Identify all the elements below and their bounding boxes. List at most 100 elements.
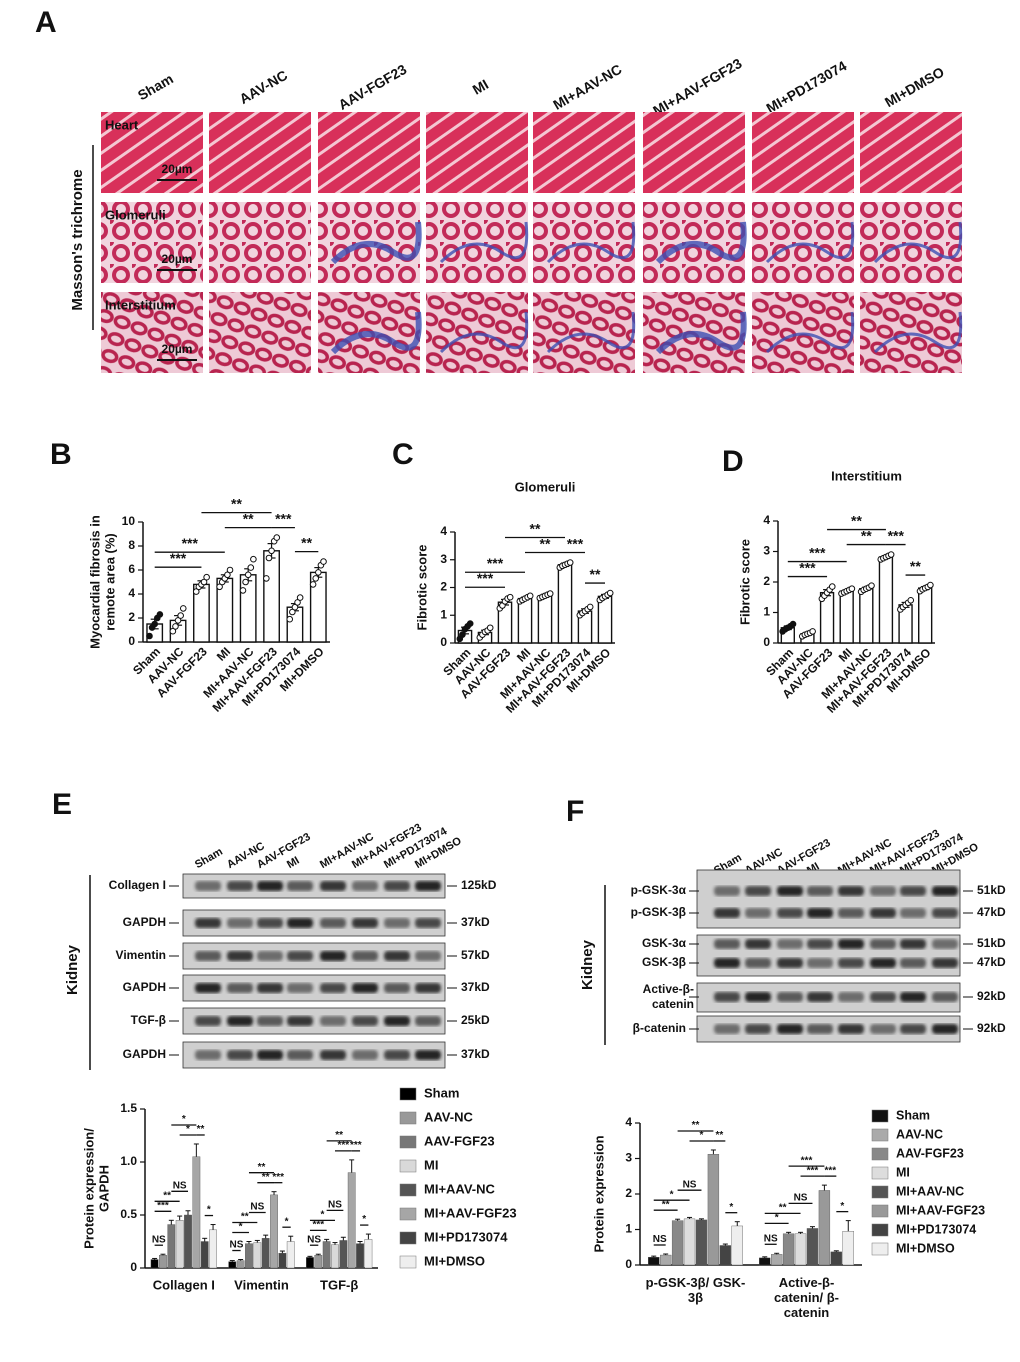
legend-label: MI+AAV-FGF23 <box>896 1203 985 1217</box>
bar <box>830 1251 842 1266</box>
data-point <box>244 571 252 579</box>
data-point <box>789 620 797 628</box>
data-point <box>907 597 915 604</box>
significance-label: ** <box>258 1162 266 1173</box>
y-tick-label: 0 <box>625 1257 632 1271</box>
blot-band <box>287 951 313 961</box>
blot-band <box>195 983 221 993</box>
tissue-label: Kidney <box>579 939 596 990</box>
blot-band <box>807 992 833 1002</box>
legend-label: AAV-NC <box>896 1127 943 1141</box>
bar <box>719 1245 731 1266</box>
blot-band <box>287 881 313 891</box>
y-tick-label: 1 <box>763 605 770 619</box>
row-label: Heart <box>105 117 139 132</box>
bar <box>209 1229 217 1269</box>
significance-label: *** <box>350 1140 362 1151</box>
significance-label: *** <box>272 1172 284 1183</box>
scale-bar-label: 20µm <box>162 162 193 176</box>
blot-band <box>838 1024 864 1034</box>
bar <box>537 595 553 644</box>
significance-label: *** <box>337 1140 349 1151</box>
data-point <box>296 594 304 601</box>
significance-label: NS <box>250 1202 264 1213</box>
blot-band <box>870 886 896 896</box>
bar <box>200 1241 209 1269</box>
data-point <box>239 587 247 594</box>
blot-band <box>320 1050 346 1060</box>
legend-swatch <box>399 1135 417 1149</box>
bar <box>239 574 257 643</box>
significance-label: * <box>285 1216 289 1227</box>
blot-band <box>838 908 864 918</box>
significance-label: ** <box>262 1172 270 1183</box>
blot-band <box>838 992 864 1002</box>
panel-label: F <box>566 795 584 828</box>
x-tick-label: Active-β-catenin/ β-catenin <box>774 1275 839 1320</box>
blot-band <box>384 1050 410 1060</box>
bar <box>842 1231 854 1266</box>
data-point <box>459 631 466 638</box>
row-label: Collagen I <box>109 878 166 892</box>
scale-bar-label: 20µm <box>162 252 193 266</box>
significance-label: NS <box>307 1234 321 1245</box>
data-point <box>312 575 320 582</box>
legend-label: MI+AAV-NC <box>896 1184 964 1198</box>
blot-band <box>870 958 896 968</box>
histology-image <box>860 112 962 193</box>
blot-band <box>745 958 771 968</box>
blot-band <box>900 992 926 1002</box>
y-tick-label: 10 <box>122 514 136 528</box>
histology-image <box>209 202 311 283</box>
bar <box>918 587 933 644</box>
legend-swatch <box>871 1109 889 1123</box>
bar <box>683 1218 696 1266</box>
fibrosis-stain <box>330 311 422 355</box>
legend-swatch <box>871 1223 889 1237</box>
significance-label: *** <box>801 1155 813 1166</box>
blot-band <box>257 1050 283 1060</box>
bar <box>159 1255 167 1269</box>
x-tick-label: TGF-β <box>320 1277 358 1292</box>
blot-band <box>714 1024 740 1034</box>
significance-label: * <box>775 1212 779 1223</box>
blot-band <box>384 1016 410 1026</box>
lane-label: Sham <box>193 846 225 871</box>
size-label: 51kD <box>977 883 1006 897</box>
bar <box>695 1219 708 1266</box>
bar <box>263 550 280 643</box>
blot-band <box>714 992 740 1002</box>
blot-band <box>415 951 441 961</box>
blot-band <box>870 1024 896 1034</box>
significance-label: NS <box>229 1240 243 1251</box>
significance-label: *** <box>487 555 504 571</box>
blot-band <box>227 1050 253 1060</box>
bar <box>261 1238 270 1269</box>
bar <box>339 1240 348 1269</box>
significance-label: *** <box>888 528 905 544</box>
significance-label: *** <box>567 536 584 552</box>
blot-band <box>384 918 410 928</box>
tissue-label: Kidney <box>64 944 81 995</box>
legend-label: MI+DMSO <box>896 1241 955 1255</box>
significance-label: * <box>321 1210 325 1221</box>
blot-band <box>900 908 926 918</box>
blot-band <box>415 1016 441 1026</box>
panel-label: B <box>50 438 72 471</box>
y-tick-label: 2 <box>440 580 447 594</box>
blot-band <box>870 992 896 1002</box>
blot-band <box>384 951 410 961</box>
significance-label: ** <box>243 511 254 527</box>
significance-label: NS <box>328 1200 342 1211</box>
bar <box>228 1261 237 1269</box>
size-label: 57kD <box>461 948 490 962</box>
blot-band <box>320 983 346 993</box>
fibrosis-stain <box>546 221 636 264</box>
y-axis-label: Myocardial fibrosis in <box>87 515 102 649</box>
blot-band <box>415 881 441 891</box>
bar <box>839 590 854 644</box>
data-point <box>179 605 187 612</box>
blot-band <box>257 918 283 928</box>
size-label: 92kD <box>977 1021 1006 1035</box>
legend-swatch <box>871 1147 889 1161</box>
